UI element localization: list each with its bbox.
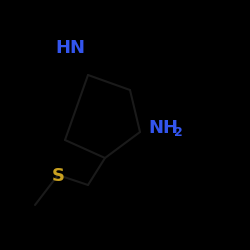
- Text: 2: 2: [174, 126, 183, 138]
- Text: S: S: [52, 167, 64, 185]
- Text: NH: NH: [148, 119, 178, 137]
- Text: HN: HN: [55, 39, 85, 57]
